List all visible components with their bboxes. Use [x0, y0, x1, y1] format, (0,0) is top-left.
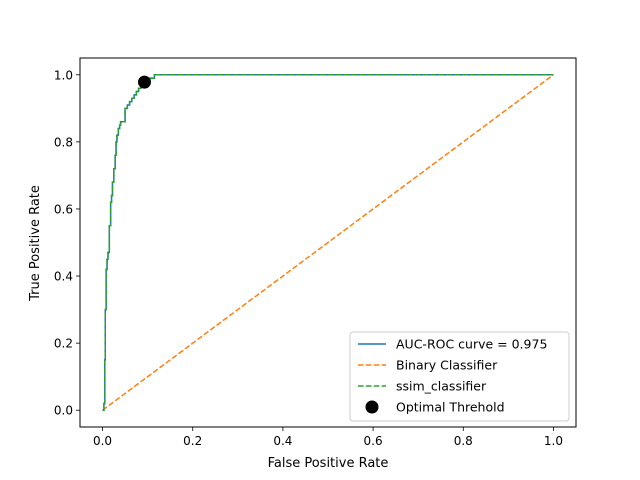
y-tick-label: 0.6: [54, 202, 73, 216]
y-tick-label: 0.4: [54, 270, 73, 284]
legend-label: AUC-ROC curve = 0.975: [396, 337, 547, 352]
x-tick-label: 0.6: [364, 434, 383, 448]
plot-frame: [79, 57, 577, 428]
legend-label: Optimal Threhold: [396, 400, 505, 415]
y-tick-label: 0.8: [54, 135, 73, 149]
x-tick-label: 0.8: [454, 434, 473, 448]
y-axis-label: True Positive Rate: [28, 185, 43, 302]
legend: AUC-ROC curve = 0.975 Binary Classifier ss…: [349, 331, 570, 422]
y-tick-label: 0.2: [54, 337, 73, 351]
y-tick-label: 1.0: [54, 68, 73, 82]
legend-label: Binary Classifier: [396, 358, 498, 373]
x-tick-label: 0.4: [273, 434, 292, 448]
legend-label: ssim_classifier: [396, 379, 487, 394]
x-tick-label: 1.0: [544, 434, 563, 448]
optimal-threshold-point: [137, 75, 151, 89]
y-tick-label: 0.0: [54, 404, 73, 418]
x-tick-label: 0.0: [93, 434, 112, 448]
legend-swatch-optimal-threshold: [365, 400, 379, 414]
series-line-2: [102, 74, 554, 411]
x-axis-label: False Positive Rate: [268, 456, 389, 471]
legend-box: [349, 331, 570, 422]
x-tick-label: 0.2: [183, 434, 202, 448]
